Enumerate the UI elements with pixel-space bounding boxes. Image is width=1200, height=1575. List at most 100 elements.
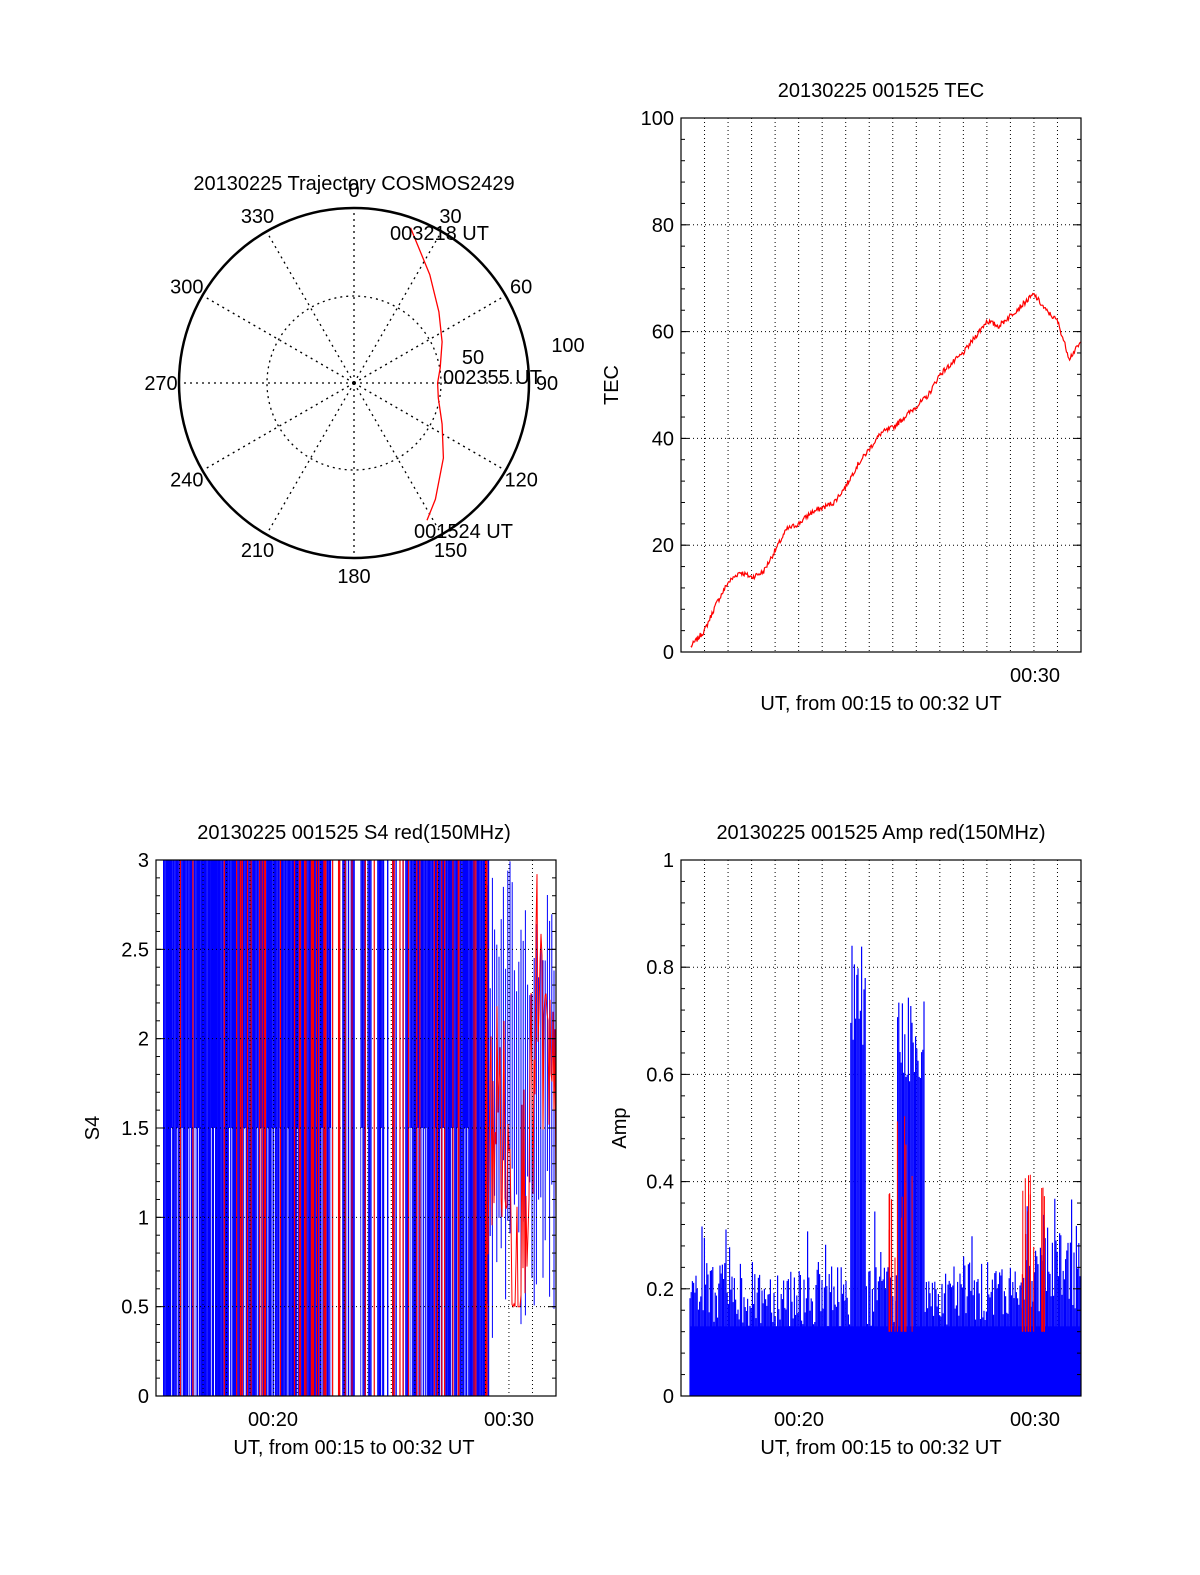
polar-spoke xyxy=(353,294,506,384)
s4-blue-spike xyxy=(469,860,471,1396)
s4-blue-spike xyxy=(445,860,448,1396)
polar-azimuth-label: 240 xyxy=(170,470,203,492)
s4-blue-spike xyxy=(282,860,284,1396)
s4-blue-spike xyxy=(164,860,166,1396)
s4-blue-spike xyxy=(258,860,260,1396)
polar-azimuth-label: 120 xyxy=(504,470,537,492)
polar-azimuth-label: 0 xyxy=(348,180,359,202)
trajectory-line xyxy=(409,227,445,521)
polar-spoke xyxy=(353,382,443,535)
polar-spokes xyxy=(179,208,529,558)
s4-blue-spike xyxy=(387,860,389,1396)
s4-blue-spike xyxy=(314,860,316,1396)
s4-blue-spike xyxy=(182,860,184,1396)
y-tick-label: 0.2 xyxy=(646,1279,674,1301)
s4-blue-spike xyxy=(417,860,420,1396)
s4-blue-spike xyxy=(262,860,264,1396)
s4-blue-spike xyxy=(234,860,236,1396)
s4-blue-spike xyxy=(361,860,364,1396)
y-tick-label: 1.5 xyxy=(121,1118,149,1140)
y-tick-label: 0 xyxy=(663,642,674,664)
s4-blue-spike xyxy=(322,860,324,1396)
s4-blue-spike xyxy=(205,860,207,1396)
tec-grid xyxy=(681,118,1081,652)
s4-blue-spike xyxy=(307,860,309,1396)
s4-blue-spike xyxy=(277,860,280,1396)
s4-blue-spike xyxy=(269,860,271,1396)
s4-blue-spike xyxy=(472,860,474,1396)
s4-blue-spike xyxy=(237,860,239,1396)
amp-x-tick-label-0030: 00:30 xyxy=(1010,1409,1060,1431)
s4-blue-spike xyxy=(370,860,372,1396)
polar-spoke xyxy=(353,231,443,384)
s4-blue-spike xyxy=(280,860,282,1396)
s4-blue-spike xyxy=(248,860,250,1396)
polar-azimuth-label: 90 xyxy=(536,373,558,395)
s4-blue-spike xyxy=(186,860,189,1396)
s4-blue-spike xyxy=(462,860,464,1396)
s4-x-axis-label: UT, from 00:15 to 00:32 UT xyxy=(233,1437,474,1459)
s4-blue-spike xyxy=(276,860,278,1396)
s4-blue-spike xyxy=(251,860,253,1396)
s4-red-series-line xyxy=(487,874,557,1309)
s4-blue-spike xyxy=(219,860,221,1396)
s4-blue-spike xyxy=(471,860,473,1396)
amp-blue-series xyxy=(689,945,1081,1396)
s4-blue-spike xyxy=(480,860,483,1396)
s4-blue-spike xyxy=(172,860,175,1396)
s4-y-axis-label: S4 xyxy=(82,1116,104,1140)
amp-blue-base xyxy=(690,1326,1081,1396)
y-tick-label: 80 xyxy=(652,215,674,237)
s4-blue-spike xyxy=(450,860,452,1396)
amp-plot-frame xyxy=(680,859,1082,1397)
s4-blue-spike xyxy=(191,860,193,1396)
trajectory-end-label: 003218 UT xyxy=(390,223,489,245)
s4-blue-spike xyxy=(350,860,352,1396)
s4-blue-spike xyxy=(230,860,232,1396)
s4-blue-spike xyxy=(378,860,380,1396)
tec-chart: 20130225 001525 TEC 0 20 40 60 80 100 00:30 U… xyxy=(601,80,1082,715)
s4-blue-spike xyxy=(429,860,431,1396)
s4-blue-spike xyxy=(438,860,441,1396)
s4-blue-spike xyxy=(422,860,424,1396)
polar-spoke xyxy=(202,382,355,472)
s4-blue-spike xyxy=(426,860,428,1396)
polar-azimuth-label: 270 xyxy=(144,373,177,395)
y-tick-label: 0 xyxy=(138,1386,149,1408)
s4-blue-spike xyxy=(382,860,385,1396)
tec-x-axis-label: UT, from 00:15 to 00:32 UT xyxy=(760,693,1001,715)
polar-radial-label-50: 50 xyxy=(462,347,484,369)
s4-blue-spike xyxy=(326,860,329,1396)
tec-x-tick-label: 00:30 xyxy=(1010,665,1060,687)
trajectory-mid-label: 002355 UT xyxy=(443,367,542,389)
polar-azimuth-label: 300 xyxy=(170,277,203,299)
polar-azimuth-label: 180 xyxy=(337,566,370,588)
amp-x-axis-label: UT, from 00:15 to 00:32 UT xyxy=(760,1437,1001,1459)
s4-blue-spike xyxy=(206,860,208,1396)
y-tick-label: 60 xyxy=(652,322,674,344)
s4-blue-spike xyxy=(317,860,319,1396)
s4-blue-spike xyxy=(415,860,417,1396)
y-tick-label: 40 xyxy=(652,428,674,450)
y-tick-label: 100 xyxy=(641,108,674,130)
s4-blue-spike xyxy=(289,860,291,1396)
s4-blue-spike xyxy=(275,860,277,1396)
trajectory-title: 20130225 Trajectory COSMOS2429 xyxy=(193,173,514,195)
s4-blue-spike xyxy=(220,860,222,1396)
s4-blue-spike xyxy=(170,860,172,1396)
s4-blue-spike xyxy=(420,860,422,1396)
tec-series-line xyxy=(690,292,1082,648)
polar-spoke xyxy=(202,294,355,384)
y-tick-label: 2 xyxy=(138,1029,149,1051)
polar-spoke xyxy=(265,382,355,535)
s4-blue-spike xyxy=(284,860,287,1396)
y-tick-label: 0 xyxy=(663,1386,674,1408)
s4-blue-spike xyxy=(303,860,305,1396)
s4-chart: 20130225 001525 S4 red(150MHz) 0 0.5 1 1.5 2… xyxy=(82,822,557,1459)
s4-blue-spike xyxy=(454,860,456,1396)
s4-blue-spike xyxy=(293,860,295,1396)
polar-azimuth-label: 330 xyxy=(241,206,274,228)
s4-blue-spike xyxy=(301,860,303,1396)
amp-red-series xyxy=(888,1116,1045,1332)
